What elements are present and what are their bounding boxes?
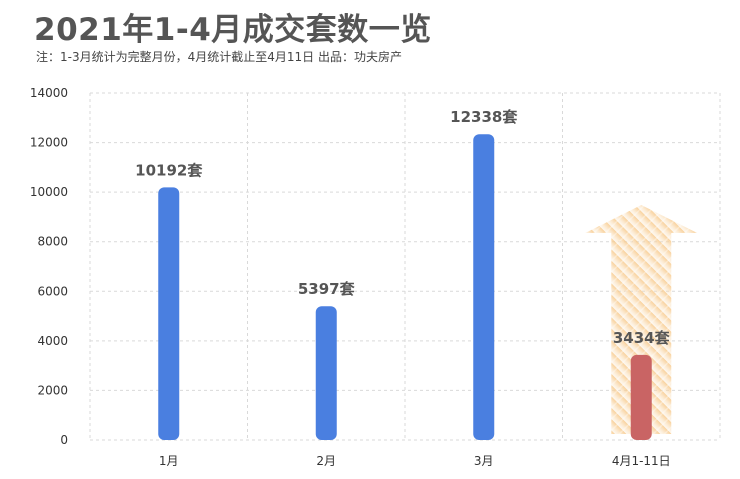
x-tick-label: 4月1-11日 [612, 454, 671, 468]
data-label: 10192套 [135, 161, 203, 179]
growth-arrow [585, 205, 698, 434]
data-label: 3434套 [613, 329, 671, 347]
y-tick-label: 12000 [30, 136, 68, 150]
bar [158, 187, 180, 440]
x-tick-label: 2月 [316, 454, 336, 468]
x-axis: 1月 2月 3月 4月1-11日 [159, 454, 671, 468]
chart-subtitle: 注：1-3月统计为完整月份，4月统计截止至4月11日 出品：功夫房产 [36, 50, 402, 64]
data-labels: 10192套 5397套 12338套 3434套 [135, 108, 670, 347]
bar [630, 354, 652, 440]
y-tick-label: 8000 [37, 235, 68, 249]
x-tick-label: 1月 [159, 454, 179, 468]
y-axis: 0 2000 4000 6000 8000 10000 12000 14000 [30, 86, 68, 447]
y-tick-label: 10000 [30, 185, 68, 199]
y-tick-label: 4000 [37, 334, 68, 348]
data-label: 12338套 [450, 108, 518, 126]
arrow-shape [585, 205, 698, 434]
grid-lines [89, 92, 721, 441]
y-tick-label: 0 [60, 433, 68, 447]
bar [473, 134, 495, 441]
y-tick-label: 2000 [37, 383, 68, 397]
chart-title: 2021年1-4月成交套数一览 [34, 12, 432, 48]
bar [315, 306, 337, 440]
x-tick-label: 3月 [474, 454, 494, 468]
bars [158, 134, 652, 441]
y-tick-label: 6000 [37, 284, 68, 298]
y-tick-label: 14000 [30, 86, 68, 100]
data-label: 5397套 [298, 280, 356, 298]
